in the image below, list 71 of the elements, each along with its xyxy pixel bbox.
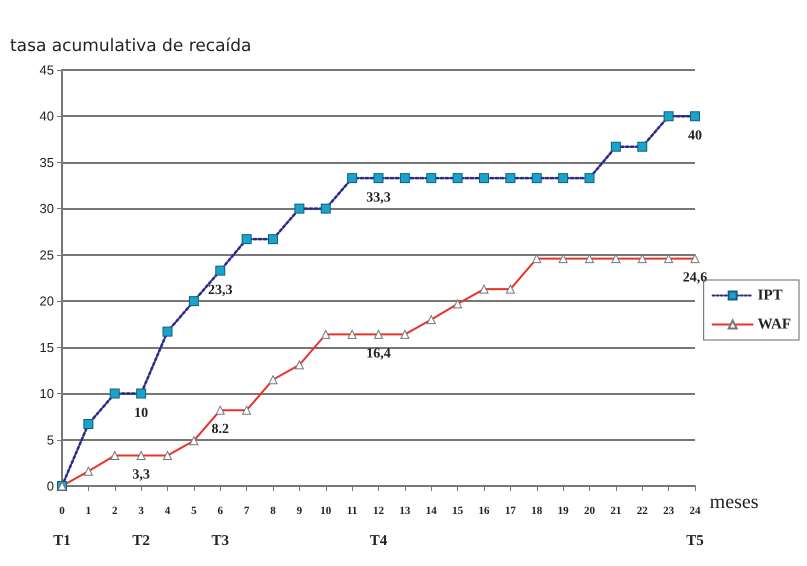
- category-label: 0 T1: [53, 505, 71, 549]
- x-tick-label: 10: [320, 505, 332, 517]
- point: [374, 173, 384, 184]
- point: [610, 142, 621, 152]
- y-tick-label: 35: [40, 154, 54, 170]
- point: [162, 326, 172, 337]
- category-label: 6 T3: [211, 505, 230, 549]
- y-tick-label: 5: [46, 432, 54, 448]
- point: [426, 173, 436, 184]
- y-tick-label: 10: [40, 386, 54, 402]
- legend-label: WAF: [758, 316, 792, 332]
- y-tick-label: 15: [40, 340, 54, 355]
- y-tick-label: 45: [40, 62, 54, 78]
- point: [83, 419, 94, 430]
- y-axis-title: tasa acumulativa de recaída: [10, 36, 252, 56]
- x-tick-label: 13: [399, 505, 411, 517]
- category-label: 3 T2: [132, 505, 150, 549]
- x-tick-label: 7: [244, 505, 250, 517]
- data-label: 8.2: [212, 422, 229, 438]
- point: [347, 173, 358, 184]
- x-tick-label: 18: [531, 505, 543, 517]
- y-tick-label: 30: [40, 201, 54, 216]
- x-tick-label: 16: [478, 505, 490, 517]
- x-tick-label: 9: [296, 505, 303, 517]
- x-tick-label: 19: [558, 505, 570, 517]
- x-tick-label: 5: [191, 505, 198, 517]
- category-label: 24 T5: [686, 505, 704, 549]
- point: [479, 173, 489, 184]
- y-tick-label: 40: [40, 108, 54, 124]
- data-label: 24,6: [682, 270, 708, 286]
- point: [242, 234, 252, 244]
- x-tick-label: 4: [164, 505, 171, 517]
- y-tick-label: 25: [40, 247, 54, 262]
- data-label: 10: [134, 406, 148, 422]
- point: [505, 173, 516, 184]
- y-tick-label: 20: [40, 294, 54, 309]
- point: [320, 204, 331, 214]
- point: [188, 296, 199, 306]
- data-label: 40: [688, 128, 702, 144]
- legend-label: IPT: [758, 288, 783, 304]
- point: [110, 388, 120, 399]
- x-axis-title: meses: [710, 491, 759, 513]
- point: [637, 142, 648, 152]
- x-tick-label: 1: [86, 505, 92, 517]
- point: [452, 173, 463, 184]
- x-tick-label: 14: [426, 505, 438, 517]
- point: [664, 111, 674, 122]
- point: [294, 204, 304, 214]
- x-tick-label: 17: [504, 505, 516, 517]
- x-tick-label: 21: [610, 505, 622, 517]
- point: [584, 173, 594, 184]
- x-tick-label: 15: [452, 505, 464, 517]
- y-tick-label: 0: [46, 478, 54, 494]
- x-tick-label: 11: [346, 505, 358, 517]
- x-tick-label: 20: [584, 505, 596, 517]
- x-tick-label: 22: [636, 505, 648, 517]
- data-label: 3,3: [132, 467, 150, 482]
- point: [400, 173, 410, 184]
- data-label: 16,4: [366, 346, 391, 362]
- x-tick-label: 23: [663, 505, 675, 517]
- data-label: 23,3: [208, 283, 232, 298]
- point: [215, 266, 226, 276]
- category-label: 12 T4: [370, 505, 388, 549]
- x-tick-label: 2: [112, 505, 118, 517]
- x-tick-label: 8: [270, 505, 276, 517]
- point: [690, 111, 700, 122]
- data-label: 33,3: [366, 190, 391, 206]
- point: [268, 234, 278, 244]
- point: [558, 173, 568, 184]
- point: [532, 173, 542, 184]
- point: [136, 388, 146, 399]
